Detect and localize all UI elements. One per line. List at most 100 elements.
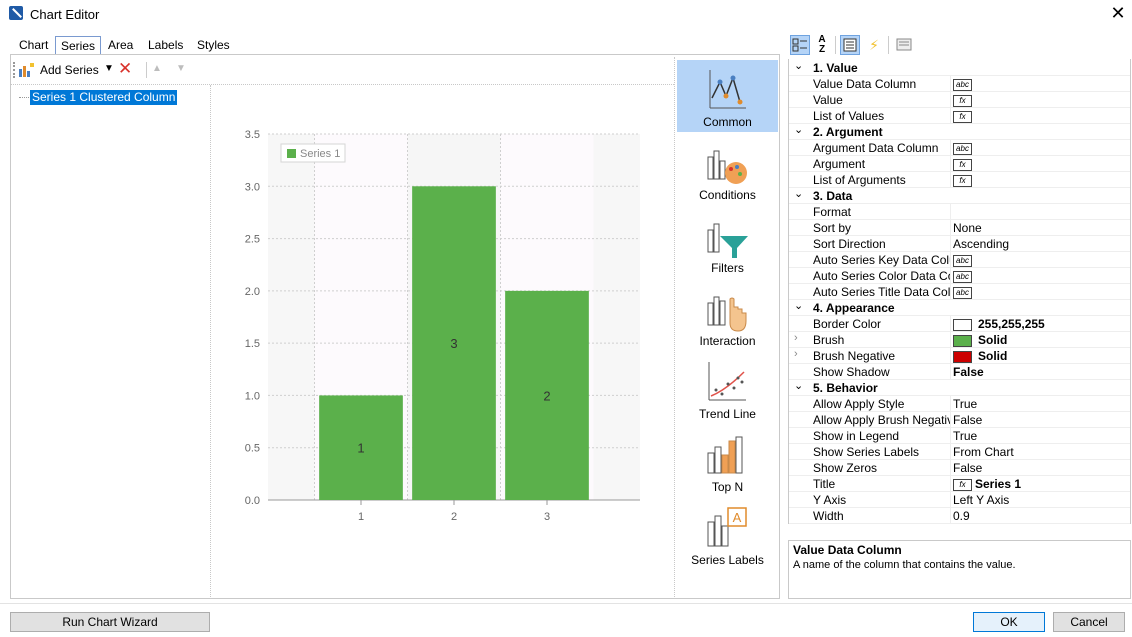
move-down-icon[interactable]: ▼ xyxy=(176,63,186,74)
property-value-cell[interactable]: fx xyxy=(953,157,975,171)
property-value-cell[interactable]: abc xyxy=(953,141,975,155)
expression-icon[interactable]: fx xyxy=(953,158,972,171)
events-icon[interactable]: ⚡ xyxy=(869,37,879,53)
chevron-down-icon[interactable]: ⌄ xyxy=(794,188,804,200)
tab-area[interactable]: Area xyxy=(108,38,134,52)
property-value-cell[interactable]: fx xyxy=(953,173,975,187)
property-category[interactable]: ⌄ 1. Value xyxy=(789,60,1130,76)
chevron-down-icon[interactable]: ▼ xyxy=(104,63,114,74)
tab-labels[interactable]: Labels xyxy=(148,38,184,52)
category-top-n[interactable]: Top N xyxy=(677,425,778,497)
property-row[interactable]: Allow Apply Brush Negative False xyxy=(789,412,1130,428)
property-row[interactable]: Argument Data Column abc xyxy=(789,140,1130,156)
chevron-down-icon[interactable]: ⌄ xyxy=(794,60,804,72)
add-series-button[interactable]: Add Series xyxy=(40,63,99,77)
property-value-cell[interactable]: Ascending xyxy=(953,237,1009,251)
property-row[interactable]: Y Axis Left Y Axis xyxy=(789,492,1130,508)
expression-icon[interactable]: fx xyxy=(953,94,972,107)
run-chart-wizard-button[interactable]: Run Chart Wizard xyxy=(10,612,210,632)
chevron-down-icon[interactable]: ⌄ xyxy=(794,380,804,392)
tab-series[interactable]: Series xyxy=(55,36,102,55)
property-row[interactable]: › Brush Negative Solid xyxy=(789,348,1130,364)
add-series-icon[interactable] xyxy=(18,62,35,78)
property-value-cell[interactable]: 0.9 xyxy=(953,509,970,523)
property-row[interactable]: Show Series Labels From Chart xyxy=(789,444,1130,460)
property-row[interactable]: Value fx xyxy=(789,92,1130,108)
property-category[interactable]: ⌄ 4. Appearance xyxy=(789,300,1130,316)
property-value-cell[interactable]: Solid xyxy=(953,333,1007,347)
property-row[interactable]: List of Values fx xyxy=(789,108,1130,124)
property-row[interactable]: › Brush Solid xyxy=(789,332,1130,348)
categorized-icon[interactable] xyxy=(790,35,810,55)
property-value-cell[interactable]: None xyxy=(953,221,982,235)
series-list-item[interactable]: Series 1 Clustered Column xyxy=(30,90,178,105)
property-row[interactable]: Sort Direction Ascending xyxy=(789,236,1130,252)
tab-chart[interactable]: Chart xyxy=(19,38,49,52)
chevron-right-icon[interactable]: › xyxy=(794,348,798,360)
color-swatch[interactable] xyxy=(953,318,972,331)
data-column-icon[interactable]: abc xyxy=(953,254,972,267)
properties-icon[interactable] xyxy=(840,35,860,55)
data-column-icon[interactable]: abc xyxy=(953,142,972,155)
category-interaction[interactable]: Interaction xyxy=(677,279,778,351)
property-row[interactable]: Show Shadow False xyxy=(789,364,1130,380)
property-pages-icon[interactable] xyxy=(894,35,914,55)
chevron-down-icon[interactable]: ⌄ xyxy=(794,300,804,312)
property-row[interactable]: Border Color 255,255,255 xyxy=(789,316,1130,332)
data-column-icon[interactable]: abc xyxy=(953,78,972,91)
property-row[interactable]: Sort by None xyxy=(789,220,1130,236)
property-row[interactable]: Argument fx xyxy=(789,156,1130,172)
expression-icon[interactable]: fx xyxy=(953,478,972,491)
property-value-cell[interactable]: From Chart xyxy=(953,445,1014,459)
property-category[interactable]: ⌄ 5. Behavior xyxy=(789,380,1130,396)
expression-icon[interactable]: fx xyxy=(953,174,972,187)
close-icon[interactable]: ✕ xyxy=(1110,3,1126,23)
color-swatch[interactable] xyxy=(953,334,972,347)
property-value-cell[interactable]: abc xyxy=(953,77,975,91)
tab-styles[interactable]: Styles xyxy=(197,38,230,52)
property-value-cell[interactable]: True xyxy=(953,397,977,411)
property-value-cell[interactable]: fx xyxy=(953,109,975,123)
property-row[interactable]: Allow Apply Style True xyxy=(789,396,1130,412)
delete-icon[interactable]: ✕ xyxy=(118,59,133,78)
cancel-button[interactable]: Cancel xyxy=(1053,612,1125,632)
move-up-icon[interactable]: ▲ xyxy=(152,63,162,74)
category-conditions[interactable]: Conditions xyxy=(677,133,778,205)
chevron-right-icon[interactable]: › xyxy=(794,332,798,344)
ok-button[interactable]: OK xyxy=(973,612,1045,632)
expression-icon[interactable]: fx xyxy=(953,110,972,123)
property-value-cell[interactable]: fx Series 1 xyxy=(953,477,1021,491)
panel-splitter[interactable] xyxy=(210,85,211,597)
category-series-labels[interactable]: A Series Labels xyxy=(677,498,778,570)
property-row[interactable]: List of Arguments fx xyxy=(789,172,1130,188)
color-swatch[interactable] xyxy=(953,350,972,363)
property-row[interactable]: Format xyxy=(789,204,1130,220)
chevron-down-icon[interactable]: ⌄ xyxy=(794,124,804,136)
property-value-cell[interactable]: False xyxy=(953,413,982,427)
data-column-icon[interactable]: abc xyxy=(953,286,972,299)
property-row[interactable]: Show in Legend True xyxy=(789,428,1130,444)
category-trend-line[interactable]: Trend Line xyxy=(677,352,778,424)
property-value-cell[interactable]: abc xyxy=(953,269,975,283)
category-filters[interactable]: Filters xyxy=(677,206,778,278)
data-column-icon[interactable]: abc xyxy=(953,270,972,283)
property-row[interactable]: Width 0.9 xyxy=(789,508,1130,524)
property-value-cell[interactable]: abc xyxy=(953,285,975,299)
property-value-cell[interactable]: 255,255,255 xyxy=(953,317,1045,331)
property-value-cell[interactable]: True xyxy=(953,429,977,443)
property-value-cell[interactable]: Solid xyxy=(953,349,1007,363)
property-category[interactable]: ⌄ 2. Argument xyxy=(789,124,1130,140)
property-value-cell[interactable]: abc xyxy=(953,253,975,267)
property-value-cell[interactable]: False xyxy=(953,365,984,379)
property-value-cell[interactable]: fx xyxy=(953,93,975,107)
category-common[interactable]: Common xyxy=(677,60,778,132)
property-row[interactable]: Title fx Series 1 xyxy=(789,476,1130,492)
property-row[interactable]: Show Zeros False xyxy=(789,460,1130,476)
property-value-cell[interactable]: Left Y Axis xyxy=(953,493,1009,507)
property-category[interactable]: ⌄ 3. Data xyxy=(789,188,1130,204)
property-value-cell[interactable]: False xyxy=(953,461,982,475)
